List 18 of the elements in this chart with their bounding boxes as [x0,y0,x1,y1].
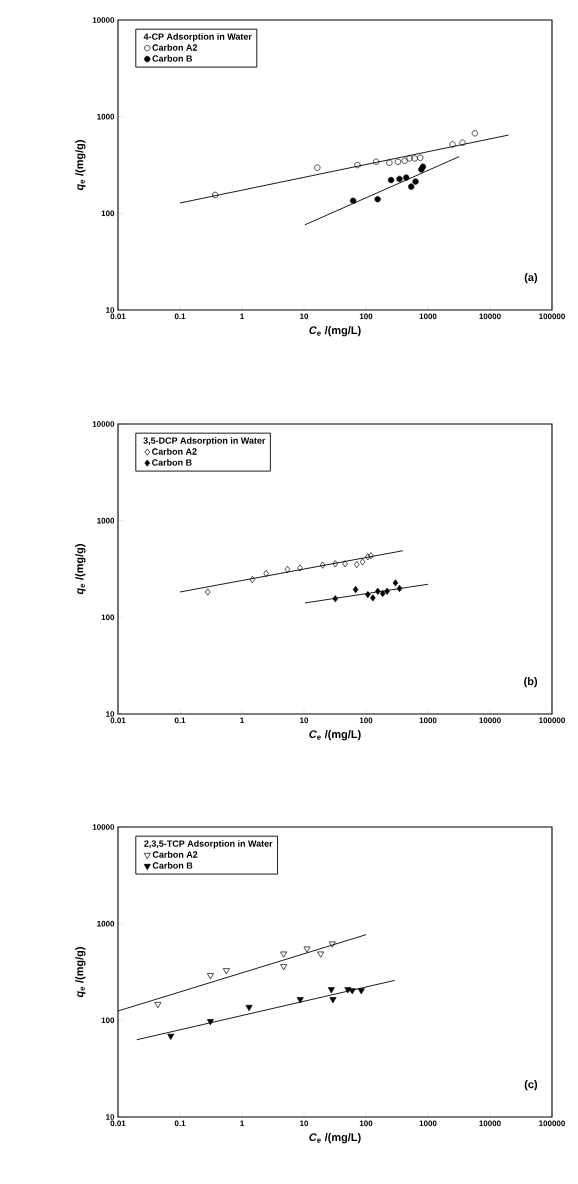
x-axis-title: C$_{e}$ /(mg/L) [309,326,361,337]
legend-label: Carbon A2 [152,44,198,51]
x-axis-title: C$_{e}$ /(mg/L) [309,1133,361,1144]
x-axis-title: C$_{e}$ /(mg/L) [309,730,361,741]
legend-title: 3,5-DCP Adsorption in Water [143,437,266,446]
legend-label: Carbon B [152,55,193,62]
legend-label: Carbon A2 [152,851,198,858]
y-axis-title: q$_{e}$ /(mg/g) [75,947,86,998]
annotation: (c) [524,1080,538,1091]
y-axis-title: q$_{e}$ /(mg/g) [75,544,86,595]
legend-label: Carbon A2 [152,448,197,455]
legend-title: 2,3,5-TCP Adsorption in Water [144,840,273,849]
legend-title: 4-CP Adsorption in Water [143,33,252,42]
legend-label: Carbon B [152,862,193,869]
annotation: (a) [524,273,538,284]
annotation: (b) [524,677,538,688]
legend-label: Carbon B [152,459,192,466]
y-axis-title: q$_{e}$ /(mg/g) [75,140,86,191]
